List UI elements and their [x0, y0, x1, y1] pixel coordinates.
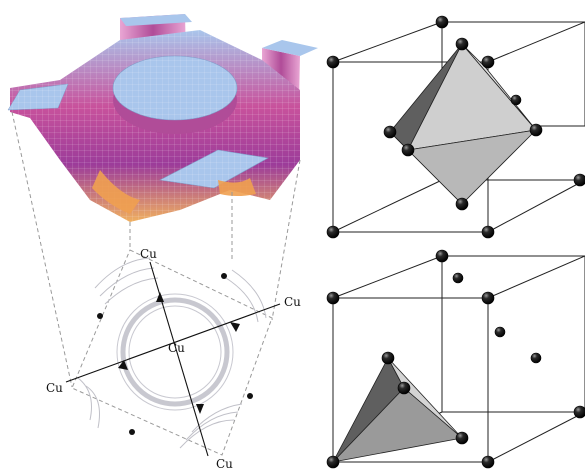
tetrahedral-cell-atoms: [326, 249, 585, 469]
contour-map: Cu Cu Cu Cu Cu: [46, 247, 301, 471]
surface-plot: [7, 14, 318, 222]
contour-center-ring: [116, 293, 234, 411]
fcc-cell-octahedral: [326, 15, 585, 239]
cu-label-right: Cu: [284, 295, 301, 309]
octahedron-face-bottom-light: [407, 129, 538, 205]
contour-arrows: [118, 292, 240, 414]
cu-label-center: Cu: [168, 341, 185, 355]
contour-dots: [97, 273, 253, 435]
octahedral-cell-atoms: [326, 15, 585, 239]
contour-corner-arcs: [77, 257, 267, 449]
surface-right-tower-top: [262, 40, 318, 56]
surface-back-top: [120, 14, 192, 26]
tetrahedron-face-bottom: [331, 387, 463, 463]
cu-label-bottom: Cu: [216, 457, 233, 471]
cu-label-left: Cu: [46, 381, 63, 395]
fcc-cell-tetrahedral: [326, 249, 585, 469]
projection-lines: [11, 111, 301, 388]
surface-saddle-left: [92, 170, 140, 214]
surface-saddle-right: [218, 178, 256, 196]
cu-label-top: Cu: [140, 247, 157, 261]
contour-frame: [71, 249, 273, 456]
